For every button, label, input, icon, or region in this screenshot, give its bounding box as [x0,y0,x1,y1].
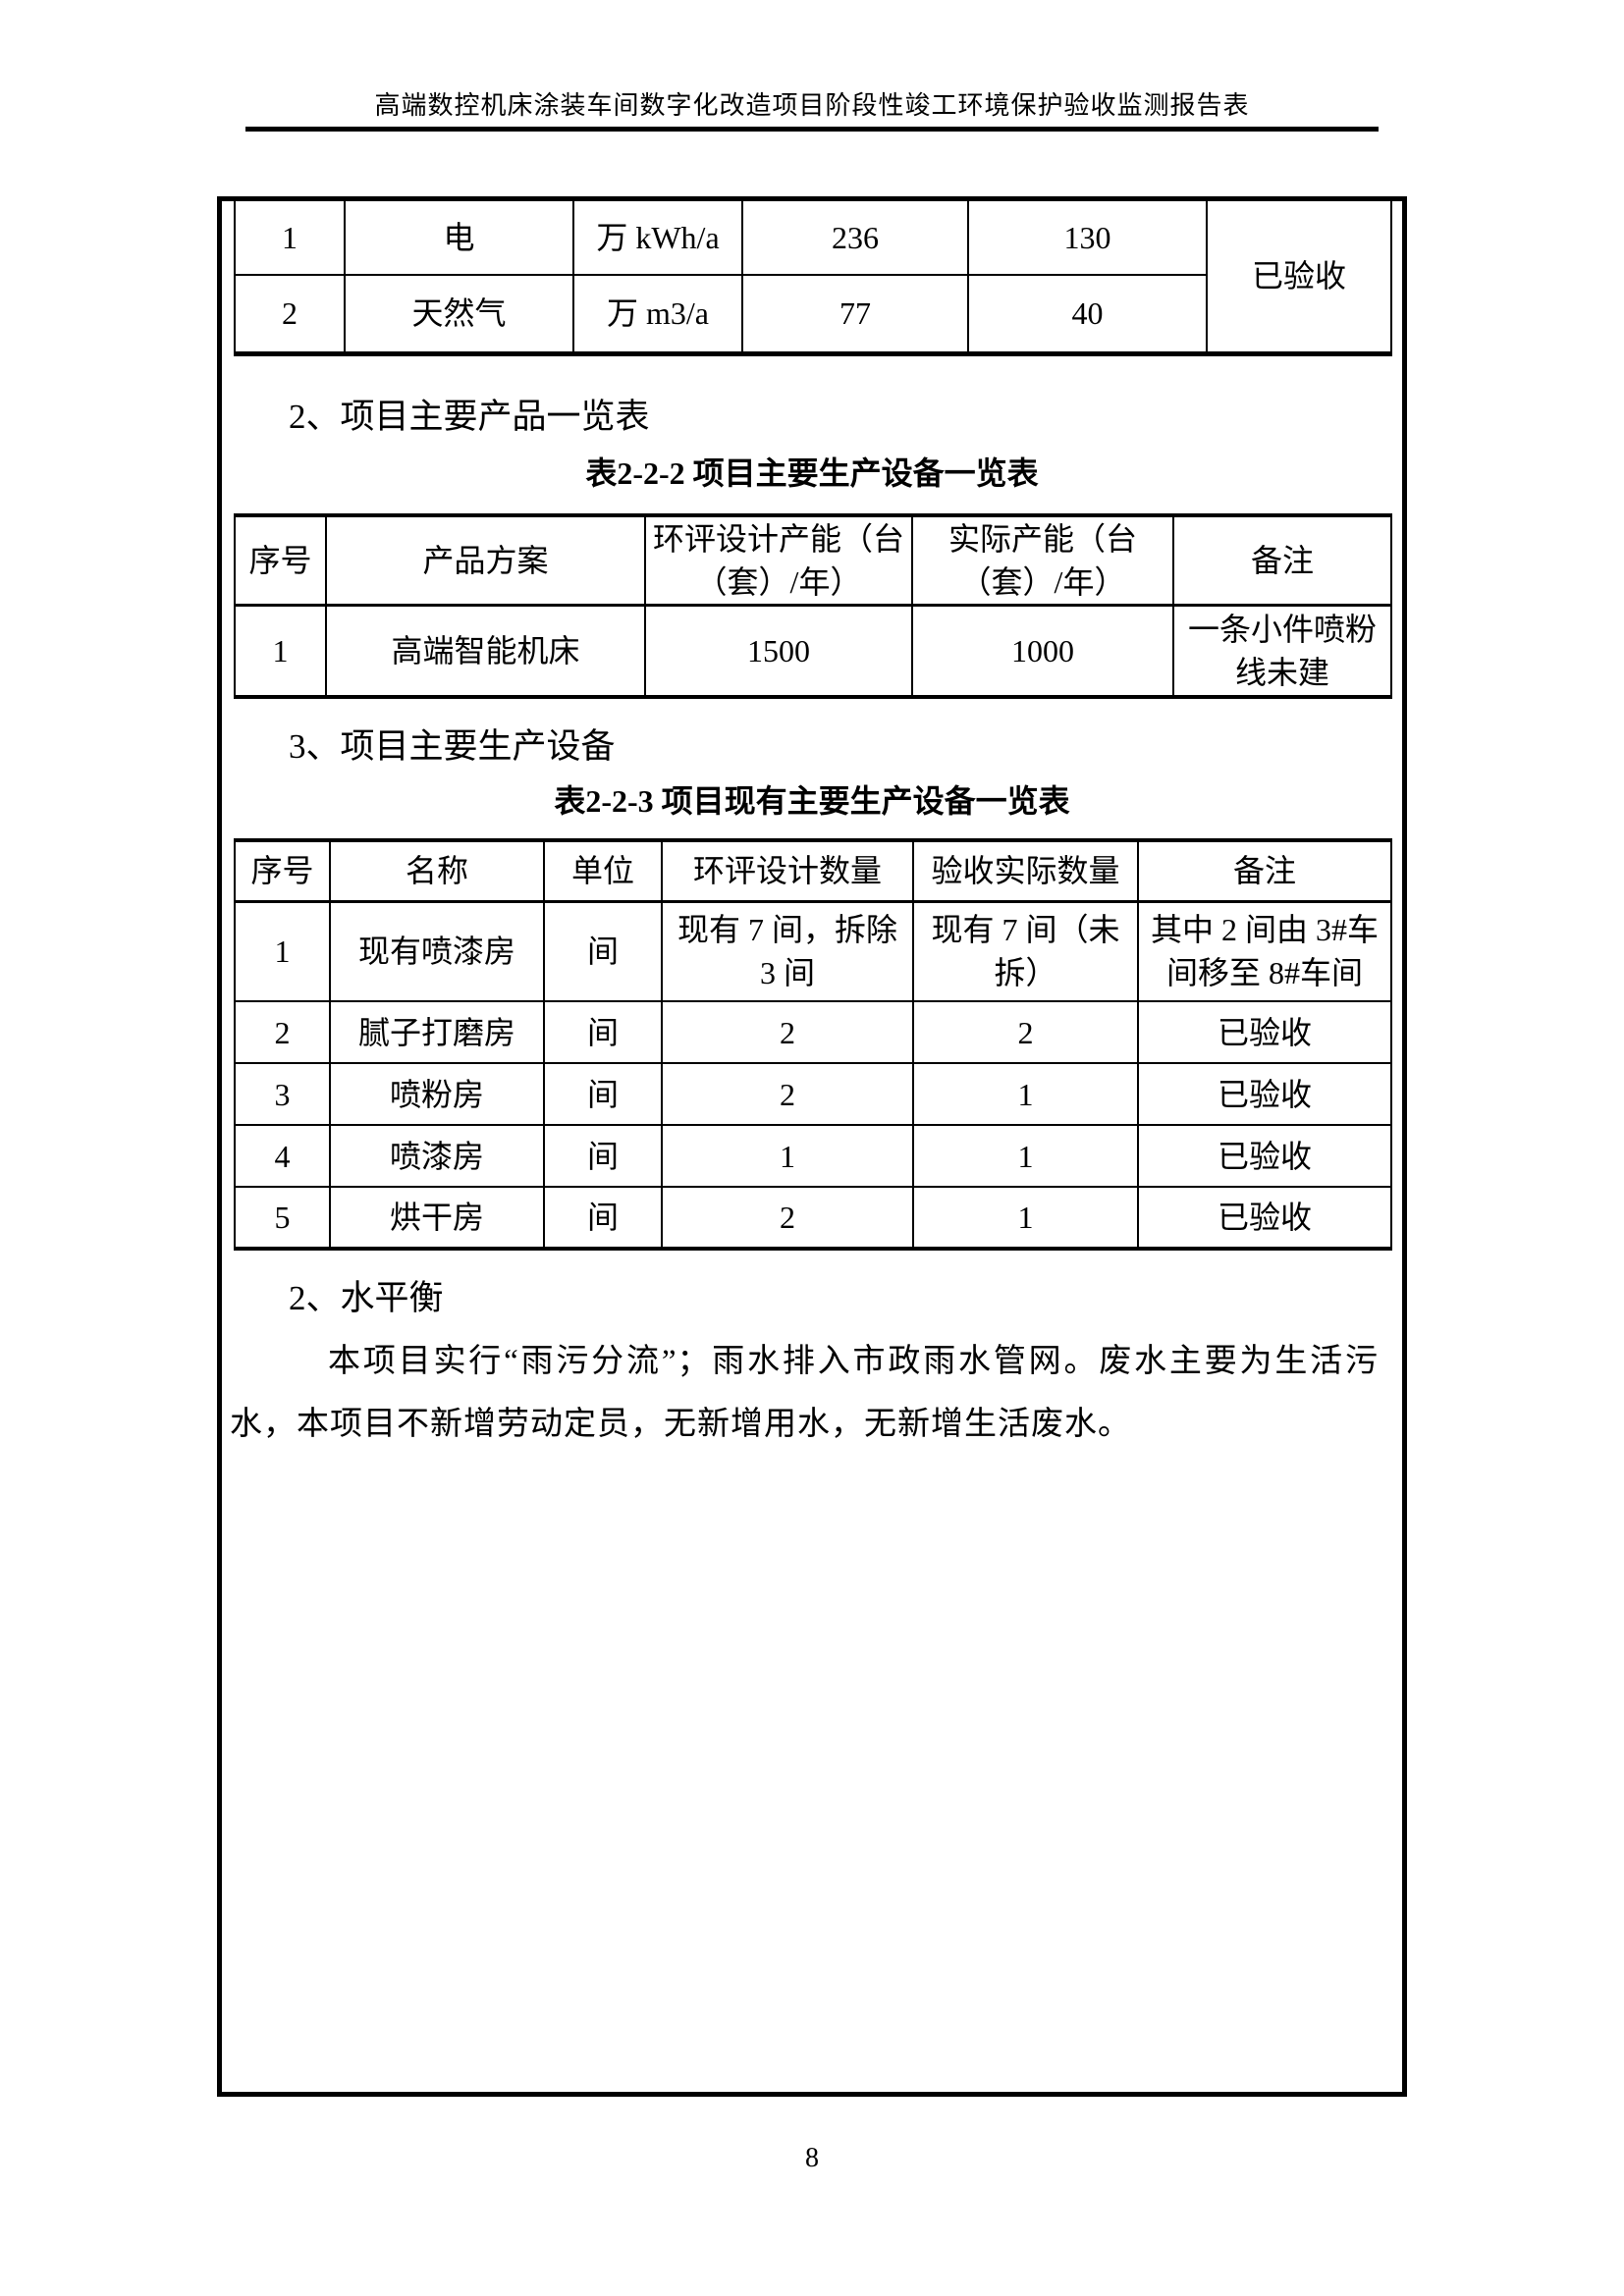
column-header: 序号 [234,514,327,607]
design-count-cell: 2 [661,1186,914,1250]
energy-consumption-table: 1 电 万 kWh/a 236 130 已验收 2 天然气 万 m3/a 77 … [234,201,1392,356]
design-count-cell: 现有 7 间，拆除 3 间 [661,900,914,1002]
column-header: 备注 [1137,839,1392,903]
actual-count-cell: 1 [912,1062,1139,1126]
row-number-cell: 5 [234,1186,331,1250]
table-row: 1 现有喷漆房 间 现有 7 间，拆除 3 间 现有 7 间（未拆） 其中 2 … [234,900,1392,1002]
unit-cell: 间 [543,1062,663,1126]
remark-cell: 其中 2 间由 3#车间移至 8#车间 [1137,900,1392,1002]
energy-name-cell: 电 [344,201,574,276]
row-number-cell: 4 [234,1124,331,1188]
column-header: 验收实际数量 [912,839,1139,903]
actual-value-cell: 40 [967,274,1208,354]
column-header: 产品方案 [325,514,646,607]
actual-count-cell: 2 [912,1000,1139,1064]
energy-name-cell: 天然气 [344,274,574,354]
section-heading-water-balance: 2、水平衡 [289,1279,444,1317]
design-value-cell: 77 [741,274,969,354]
document-header-title: 高端数控机床涂装车间数字化改造项目阶段性竣工环境保护验收监测报告表 [374,91,1250,120]
design-count-cell: 1 [661,1124,914,1188]
column-header: 实际产能（台（套）/年） [911,514,1174,607]
column-header: 名称 [329,839,545,903]
row-number-cell: 1 [234,604,327,698]
equipment-name-cell: 烘干房 [329,1186,545,1250]
design-value-cell: 236 [741,201,969,276]
column-header: 序号 [234,839,331,903]
equipment-name-cell: 喷漆房 [329,1124,545,1188]
table-row: 3 喷粉房 间 2 1 已验收 [234,1062,1392,1126]
water-balance-paragraph: 本项目实行“雨污分流”；雨水排入市政雨水管网。废水主要为生活污水，本项目不新增劳… [230,1344,1379,1442]
row-number-cell: 1 [234,900,331,1002]
table-row: 1 高端智能机床 1500 1000 一条小件喷粉线未建 [234,604,1392,698]
remark-cell: 一条小件喷粉线未建 [1172,604,1392,698]
unit-cell: 间 [543,1000,663,1064]
remark-cell: 已验收 [1137,1062,1392,1126]
equipment-name-cell: 喷粉房 [329,1062,545,1126]
remark-merged-cell: 已验收 [1206,201,1392,354]
table-row: 5 烘干房 间 2 1 已验收 [234,1186,1392,1250]
remark-cell: 已验收 [1137,1000,1392,1064]
product-name-cell: 高端智能机床 [325,604,646,698]
actual-count-cell: 1 [912,1186,1139,1250]
section-heading-products: 2、项目主要产品一览表 [289,398,650,436]
table-row: 4 喷漆房 间 1 1 已验收 [234,1124,1392,1188]
page-number: 8 [805,2143,819,2173]
unit-cell: 万 m3/a [572,274,743,354]
header-divider-rule [245,127,1379,132]
row-number-cell: 2 [234,274,346,354]
actual-value-cell: 130 [967,201,1208,276]
section-heading-equipment: 3、项目主要生产设备 [289,727,616,766]
content-border-box: 1 电 万 kWh/a 236 130 已验收 2 天然气 万 m3/a 77 … [217,196,1407,2097]
actual-capacity-cell: 1000 [911,604,1174,698]
unit-cell: 间 [543,900,663,1002]
equipment-name-cell: 现有喷漆房 [329,900,545,1002]
remark-cell: 已验收 [1137,1186,1392,1250]
column-header: 环评设计数量 [661,839,914,903]
table-caption-2-2-3: 表2-2-3 项目现有主要生产设备一览表 [554,783,1070,819]
table-header-row: 序号 名称 单位 环评设计数量 验收实际数量 备注 [234,839,1392,903]
unit-cell: 间 [543,1124,663,1188]
design-count-cell: 2 [661,1062,914,1126]
table-header-row: 序号 产品方案 环评设计产能（台（套）/年） 实际产能（台（套）/年） 备注 [234,514,1392,607]
column-header: 单位 [543,839,663,903]
actual-count-cell: 现有 7 间（未拆） [912,900,1139,1002]
table-row: 2 腻子打磨房 间 2 2 已验收 [234,1000,1392,1064]
column-header: 环评设计产能（台（套）/年） [644,514,913,607]
unit-cell: 间 [543,1186,663,1250]
design-capacity-cell: 1500 [644,604,913,698]
row-number-cell: 1 [234,201,346,276]
table-row: 1 电 万 kWh/a 236 130 已验收 [234,201,1392,354]
design-count-cell: 2 [661,1000,914,1064]
table-caption-2-2-2: 表2-2-2 项目主要生产设备一览表 [585,455,1039,491]
equipment-table: 序号 名称 单位 环评设计数量 验收实际数量 备注 1 现有喷漆房 间 现有 7… [234,838,1392,1251]
actual-count-cell: 1 [912,1124,1139,1188]
row-number-cell: 2 [234,1000,331,1064]
unit-cell: 万 kWh/a [572,201,743,276]
row-number-cell: 3 [234,1062,331,1126]
column-header: 备注 [1172,514,1392,607]
remark-cell: 已验收 [1137,1124,1392,1188]
equipment-name-cell: 腻子打磨房 [329,1000,545,1064]
products-table: 序号 产品方案 环评设计产能（台（套）/年） 实际产能（台（套）/年） 备注 1… [234,513,1392,699]
table-row: 2 天然气 万 m3/a 77 40 [234,274,1391,354]
